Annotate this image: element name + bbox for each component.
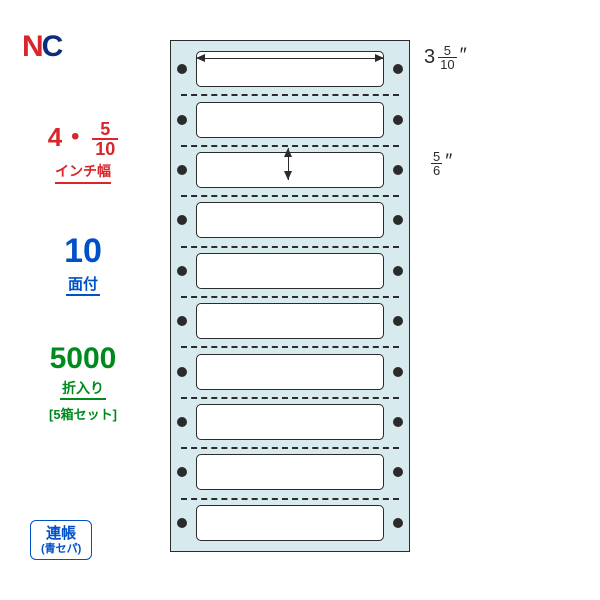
label-cell [196,454,384,490]
tractor-hole [393,215,403,225]
spec-column: 4・510 インチ幅 10 面付 5000 折入り [5箱セット] [18,120,148,423]
tractor-hole [393,367,403,377]
width-dimension-label: 3510″ [424,44,467,71]
height-dim-fraction: 56 [431,150,442,177]
tractor-hole [393,518,403,528]
tractor-hole [177,467,187,477]
tractor-hole [177,115,187,125]
label-row [171,346,409,396]
perforation-line [181,246,399,248]
tractor-hole [393,467,403,477]
count-sub: [5箱セット] [18,404,148,423]
label-cell [196,354,384,390]
width-fraction: 510 [92,120,118,158]
tractor-hole [393,316,403,326]
label-cell [196,404,384,440]
label-row [171,94,409,144]
tractor-hole [393,417,403,427]
height-dimension-label: 56″ [428,150,452,177]
label-cell [196,51,384,87]
tractor-hole [177,417,187,427]
width-value: 4・510 [18,120,148,158]
sheet-rows [171,41,409,551]
label-cell [196,102,384,138]
width-unit-label: インチ幅 [55,160,111,184]
tractor-hole [393,64,403,74]
logo-n: N [22,30,42,63]
label-row [171,296,409,346]
logo-c: C [42,30,62,63]
product-spec-card: NC 4・510 インチ幅 10 面付 5000 折入り [5箱セット] 連帳 … [0,0,600,600]
tractor-hole [177,367,187,377]
label-row [171,397,409,447]
type-badge: 連帳 (青セパ) [30,520,92,560]
badge-main: 連帳 [46,525,76,542]
label-row [171,447,409,497]
width-dim-fraction: 510 [438,44,456,71]
tractor-hole [177,165,187,175]
tractor-hole [177,316,187,326]
perforation-line [181,346,399,348]
label-cell [196,303,384,339]
brand-logo: NC [22,30,61,64]
label-cell [196,202,384,238]
tractor-hole [177,266,187,276]
perforation-line [181,447,399,449]
label-cell [196,505,384,541]
tractor-hole [393,266,403,276]
tractor-hole [177,518,187,528]
perforation-line [181,195,399,197]
tractor-hole [393,115,403,125]
perforation-line [181,296,399,298]
badge-sub: (青セパ) [41,543,81,555]
label-cell [196,253,384,289]
faces-unit: 面付 [66,273,100,296]
label-row [171,195,409,245]
label-row [171,44,409,94]
perforation-line [181,145,399,147]
continuous-form-sheet [170,40,410,552]
width-spec: 4・510 インチ幅 [18,120,148,184]
faces-spec: 10 面付 [18,232,148,296]
tractor-hole [393,165,403,175]
label-row [171,498,409,548]
count-unit: 折入り [60,378,106,400]
height-dimension-arrow [288,148,289,180]
perforation-line [181,397,399,399]
tractor-hole [177,215,187,225]
count-value: 5000 [18,342,148,376]
width-dimension-arrow [196,58,384,59]
tractor-hole [177,64,187,74]
count-spec: 5000 折入り [5箱セット] [18,342,148,423]
perforation-line [181,498,399,500]
faces-value: 10 [18,232,148,271]
perforation-line [181,94,399,96]
label-row [171,246,409,296]
